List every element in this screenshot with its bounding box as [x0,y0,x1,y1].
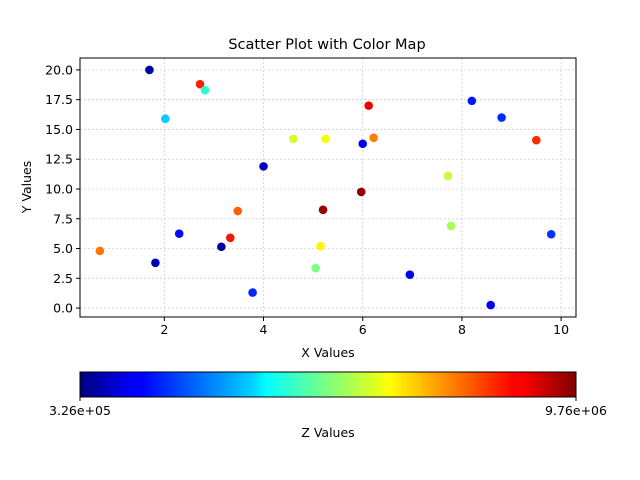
grid [80,58,576,317]
chart-title: Scatter Plot with Color Map [228,37,425,53]
y-tick-label: 7.5 [53,211,73,226]
scatter-point [288,134,298,144]
scatter-point [145,65,154,75]
scatter-point [316,241,325,251]
y-tick-label: 10.0 [45,181,73,196]
scatter-point [200,85,210,95]
x-tick-label: 8 [458,322,466,337]
scatter-point [174,229,184,238]
x-tick-label: 4 [260,322,268,337]
x-tick-label: 10 [553,322,569,337]
scatter-point [405,270,415,280]
colorbar-label: Z Values [301,425,354,440]
scatter-point [95,246,105,256]
scatter-point [311,263,320,273]
y-tick-label: 0.0 [53,301,73,316]
scatter-point [532,135,541,145]
scatter-point [356,187,366,197]
scatter-point [161,114,170,124]
scatter-point [195,79,205,89]
scatter-point [225,233,235,243]
scatter-point [248,288,257,297]
colorbar-min-label: 3.26e+05 [49,403,111,418]
scatter-point [233,206,243,216]
x-tick-label: 2 [160,322,168,337]
x-axis-label: X Values [301,345,354,360]
scatter-point [358,139,368,149]
scatter-points [95,65,556,310]
y-tick-label: 12.5 [45,152,73,167]
scatter-point [446,221,456,231]
y-axis-label: Y Values [19,161,34,214]
scatter-point [486,300,495,310]
y-tick-label: 2.5 [53,271,73,286]
scatter-point [546,229,556,239]
scatter-point [467,96,477,106]
scatter-point [321,134,330,144]
x-axis: 2 4 6 8 10 [160,317,569,337]
colorbar [79,371,577,398]
scatter-point [364,101,373,110]
y-tick-label: 20.0 [45,62,73,77]
scatter-point [443,171,453,181]
colorbar-max-label: 9.76e+06 [545,403,607,418]
scatter-point [369,133,378,143]
scatter-point [259,162,268,171]
x-tick-label: 6 [359,322,367,337]
scatter-point [497,113,506,122]
y-tick-label: 15.0 [45,122,73,137]
y-tick-label: 17.5 [45,92,73,107]
scatter-point [151,258,160,268]
y-axis: 0.0 2.5 5.0 7.5 10.0 12.5 15.0 17.5 20.0 [45,62,80,316]
y-tick-label: 5.0 [53,241,73,256]
scatter-point [217,242,226,252]
plot-frame [79,57,577,318]
scatter-point [318,205,328,215]
